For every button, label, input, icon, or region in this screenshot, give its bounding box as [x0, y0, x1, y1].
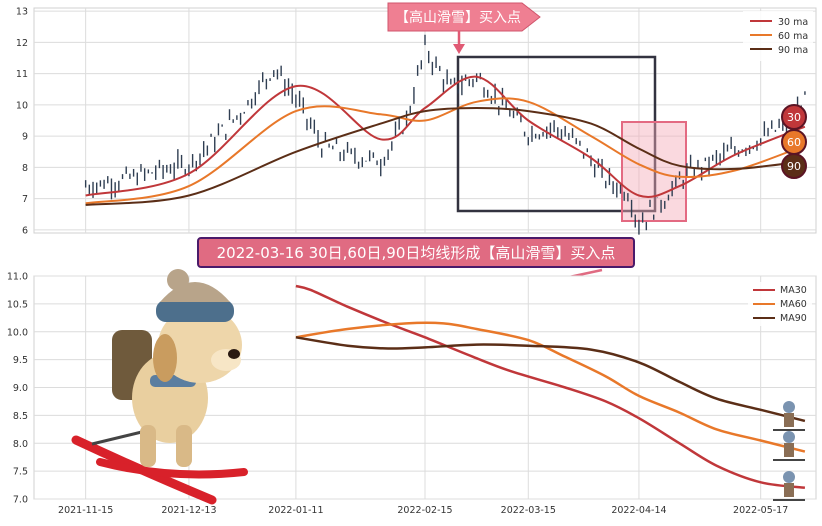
dog-leg-right [176, 425, 192, 467]
x-tick-label: 2021-11-15 [58, 505, 113, 516]
bottom-y-tick-label: 7.5 [13, 467, 28, 478]
bottom-y-tick-label: 10.0 [7, 327, 28, 338]
legend-label-90: 90 ma [778, 45, 808, 56]
top-y-tick-label: 11 [16, 69, 28, 80]
bottom-ma-line-MA60 [295, 321, 806, 453]
legend-label-ma60: MA60 [780, 299, 807, 310]
bottom-y-tick-label: 9.0 [13, 383, 28, 394]
top-legend: 30 ma 60 ma 90 ma [743, 11, 813, 61]
ski-right [96, 458, 248, 479]
top-y-tick-label: 10 [16, 100, 28, 111]
top-price-panel: 6 7 8 9 10 11 12 13 【高山滑雪】买入点 30 ma 60 ma 90 ma [16, 2, 817, 236]
badge-90-label: 90 [787, 160, 801, 173]
top-ma-line-60-ma [85, 97, 806, 205]
badge-90 [781, 153, 807, 179]
small-skier-icons [773, 401, 805, 501]
bottom-legend: MA30 MA60 MA90 [748, 282, 812, 326]
bottom-ma-line-MA90 [295, 336, 806, 423]
top-ma-line-90-ma [85, 106, 806, 206]
callout-arrow-shape [387, 2, 541, 32]
skiing-dog-illustration [71, 269, 248, 505]
banner-box [197, 237, 635, 268]
x-tick-label: 2022-01-11 [268, 505, 323, 516]
legend-label-ma90: MA90 [780, 313, 807, 324]
badge-60-label: 60 [787, 136, 801, 149]
x-tick-label: 2021-12-13 [161, 505, 216, 516]
top-ma-line-30-ma [85, 75, 806, 198]
top-y-tick-label: 7 [22, 194, 28, 205]
callout-text: 【高山滑雪】买入点 [395, 9, 521, 26]
bottom-ma-panel: 7.0 7.5 8.0 8.5 9.0 9.5 10.0 10.5 11.0 2021-11-1… [7, 269, 817, 516]
x-tick-label: 2022-05-17 [733, 505, 788, 516]
ma-badges: 30 60 90 [781, 104, 807, 179]
top-y-tick-label: 8 [22, 163, 28, 174]
crossover-box [621, 121, 687, 222]
skier-icon [773, 471, 805, 501]
legend-label-30: 30 ma [778, 17, 808, 28]
banner-text: 2022-03-16 30日,60日,90日均线形成【高山滑雪】买入点 [217, 244, 616, 262]
top-y-tick-label: 12 [16, 38, 28, 49]
bottom-y-tick-label: 8.5 [13, 411, 28, 422]
x-tick-label: 2022-03-15 [501, 505, 556, 516]
dog-goggles [156, 300, 234, 322]
dog-ear [153, 334, 177, 382]
dog-leg-left [140, 425, 156, 467]
bottom-ma-line-MA30 [295, 284, 806, 490]
x-tick-label: 2022-04-14 [611, 505, 666, 516]
bottom-y-tick-label: 9.5 [13, 355, 28, 366]
x-tick-label: 2022-02-15 [397, 505, 452, 516]
callout-pointer-head [453, 44, 465, 54]
bottom-y-tick-label: 7.0 [13, 495, 28, 506]
badge-30-label: 30 [787, 111, 801, 124]
dog-nose [228, 349, 240, 359]
bottom-y-tick-label: 8.0 [13, 439, 28, 450]
top-y-tick-label: 13 [16, 7, 28, 18]
downtrend-box [456, 55, 657, 213]
legend-label-60: 60 ma [778, 31, 808, 42]
skier-icon [773, 401, 805, 431]
top-y-tick-label: 9 [22, 132, 28, 143]
bottom-y-tick-label: 11.0 [7, 272, 28, 283]
skier-icon [773, 431, 805, 461]
top-y-tick-label: 6 [22, 225, 28, 236]
dog-hat-pompom [167, 269, 189, 291]
bottom-y-tick-label: 10.5 [7, 299, 28, 310]
legend-label-ma30: MA30 [780, 285, 807, 296]
buy-point-callout: 【高山滑雪】买入点 [387, 2, 541, 54]
